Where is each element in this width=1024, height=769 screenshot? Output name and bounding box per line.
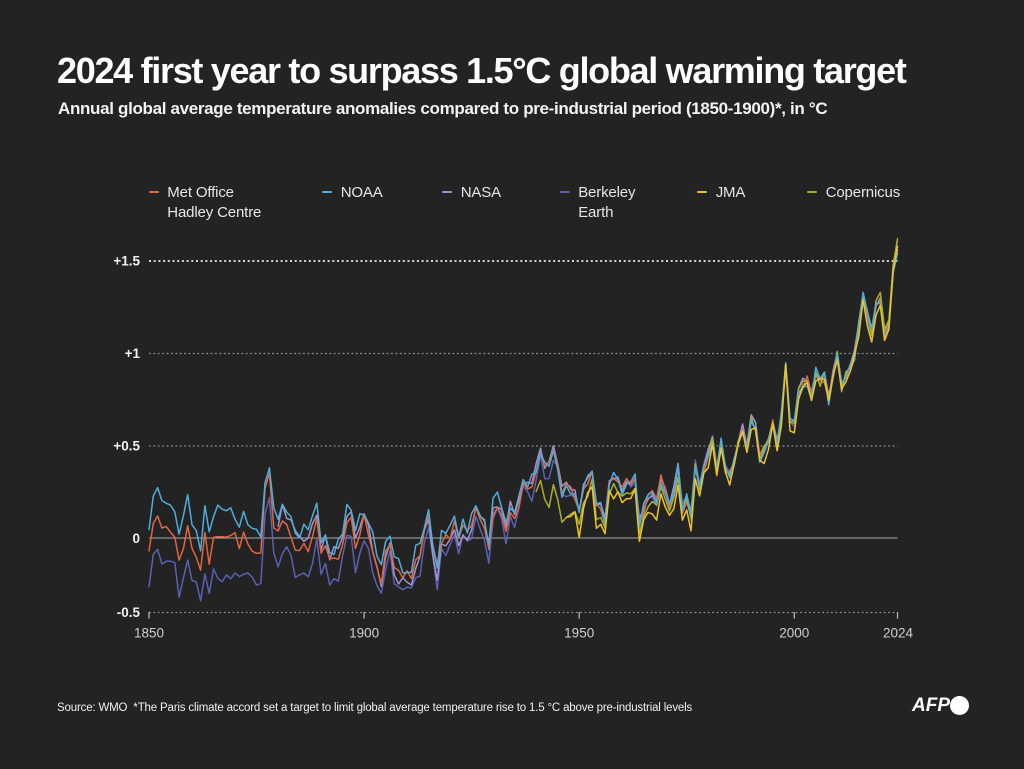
svg-text:1850: 1850 xyxy=(134,626,164,641)
svg-text:1950: 1950 xyxy=(564,626,594,641)
svg-text:2024: 2024 xyxy=(883,626,914,641)
svg-text:2000: 2000 xyxy=(779,626,809,641)
svg-text:+0.5: +0.5 xyxy=(113,439,140,454)
svg-text:+1.5: +1.5 xyxy=(113,254,140,269)
svg-text:+1: +1 xyxy=(125,346,141,361)
svg-text:-0.5: -0.5 xyxy=(117,605,141,620)
svg-text:0: 0 xyxy=(132,531,140,546)
svg-text:1900: 1900 xyxy=(349,626,379,641)
